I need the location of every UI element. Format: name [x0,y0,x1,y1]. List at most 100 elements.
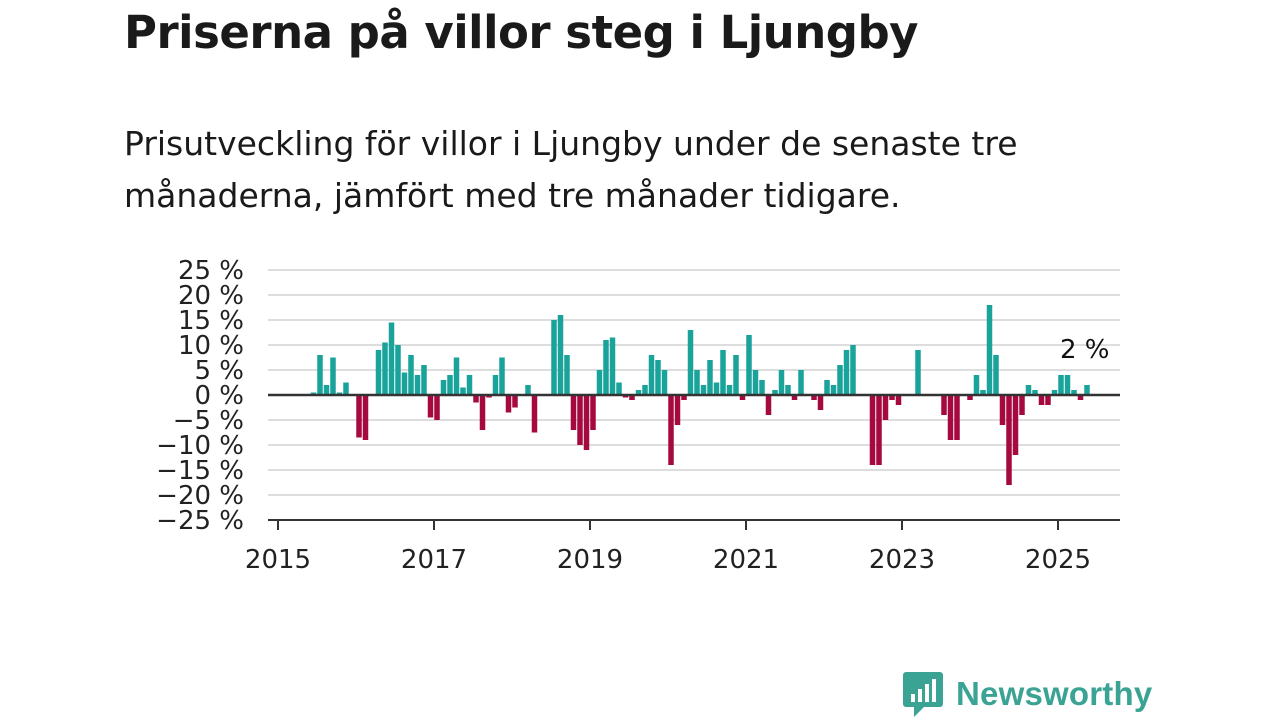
x-tick-label: 2019 [557,545,623,575]
bar [1006,395,1012,485]
bar [707,360,713,395]
bar [772,390,778,395]
bar [375,350,382,395]
bar [616,382,622,395]
bar [1077,395,1084,400]
bar [356,395,362,438]
bar [668,395,674,465]
y-tick-label: 10 % [178,331,244,361]
bar [733,355,739,395]
bar [1084,385,1090,395]
bar [1051,390,1058,395]
bar [713,382,720,395]
y-tick-label: 15 % [178,306,244,336]
bar [785,385,791,395]
bar [798,370,804,395]
bar [525,385,531,395]
bar [330,357,336,395]
bar [408,355,414,395]
bar [915,350,921,395]
bars [310,305,1090,485]
y-tick-label: 25 % [178,256,244,286]
x-tick-label: 2021 [713,545,779,575]
bar [1025,385,1032,395]
bar [687,330,694,395]
bar [999,395,1006,425]
bar [642,385,648,395]
x-tick-label: 2017 [401,545,467,575]
bar [993,355,999,395]
y-tick-label: −15 % [156,456,244,486]
bar [382,342,388,395]
bar [1032,390,1038,395]
bar [1071,390,1077,395]
bar [577,395,583,445]
bar [954,395,960,440]
bar [980,390,986,395]
axes [268,393,1120,521]
bar [557,315,564,395]
bar [414,375,421,395]
bar [876,395,882,465]
bar [947,395,954,440]
y-tick-label: −5 % [173,406,244,436]
bar [570,395,577,430]
bar [811,395,817,400]
bar [1045,395,1051,405]
bar [1064,375,1071,395]
bar [421,365,427,395]
bar [726,385,733,395]
bar [466,375,473,395]
bar [609,337,616,395]
bar [681,395,687,400]
bar [986,305,993,395]
bar [388,322,395,395]
bar [941,395,947,415]
y-tick-label: −25 % [156,506,244,536]
bar [629,395,635,400]
bar [1038,395,1045,405]
bar [837,365,843,395]
x-tick-label: 2015 [245,545,311,575]
bar [473,395,479,403]
bar [1012,395,1019,455]
bar [460,387,466,395]
y-tick-label: 5 % [194,356,244,386]
bar [499,357,505,395]
bar [447,375,453,395]
bar [869,395,876,465]
last-value-annotation: 2 % [1060,335,1110,365]
bar [739,395,746,400]
bar [551,320,557,395]
bar [967,395,973,400]
bar [694,370,700,395]
bar [752,370,759,395]
y-tick-label: 0 % [194,381,244,411]
bar [401,372,408,395]
x-tick-label: 2023 [869,545,935,575]
bar [453,357,460,395]
bar [479,395,486,430]
bar [531,395,538,433]
bar [603,340,609,395]
bar [343,382,349,395]
bar [395,345,401,395]
bar [720,350,726,395]
bar [440,380,447,395]
bar [564,355,570,395]
bar [434,395,440,420]
bar [746,335,752,395]
bar [973,375,980,395]
y-axis-labels: 25 %20 %15 %10 %5 %0 %−5 %−10 %−15 %−20 … [156,256,244,536]
bar [661,370,668,395]
bar [817,395,824,410]
brand-name: Newsworthy [956,675,1153,712]
bar [655,360,661,395]
bar [317,355,323,395]
x-axis-labels: 2015 2017 2019 2021 2023 2025 [245,520,1091,575]
bar [889,395,895,400]
bar [648,355,655,395]
bar [759,380,765,395]
bar [700,385,707,395]
brand-logo: Newsworthy [902,670,1152,718]
